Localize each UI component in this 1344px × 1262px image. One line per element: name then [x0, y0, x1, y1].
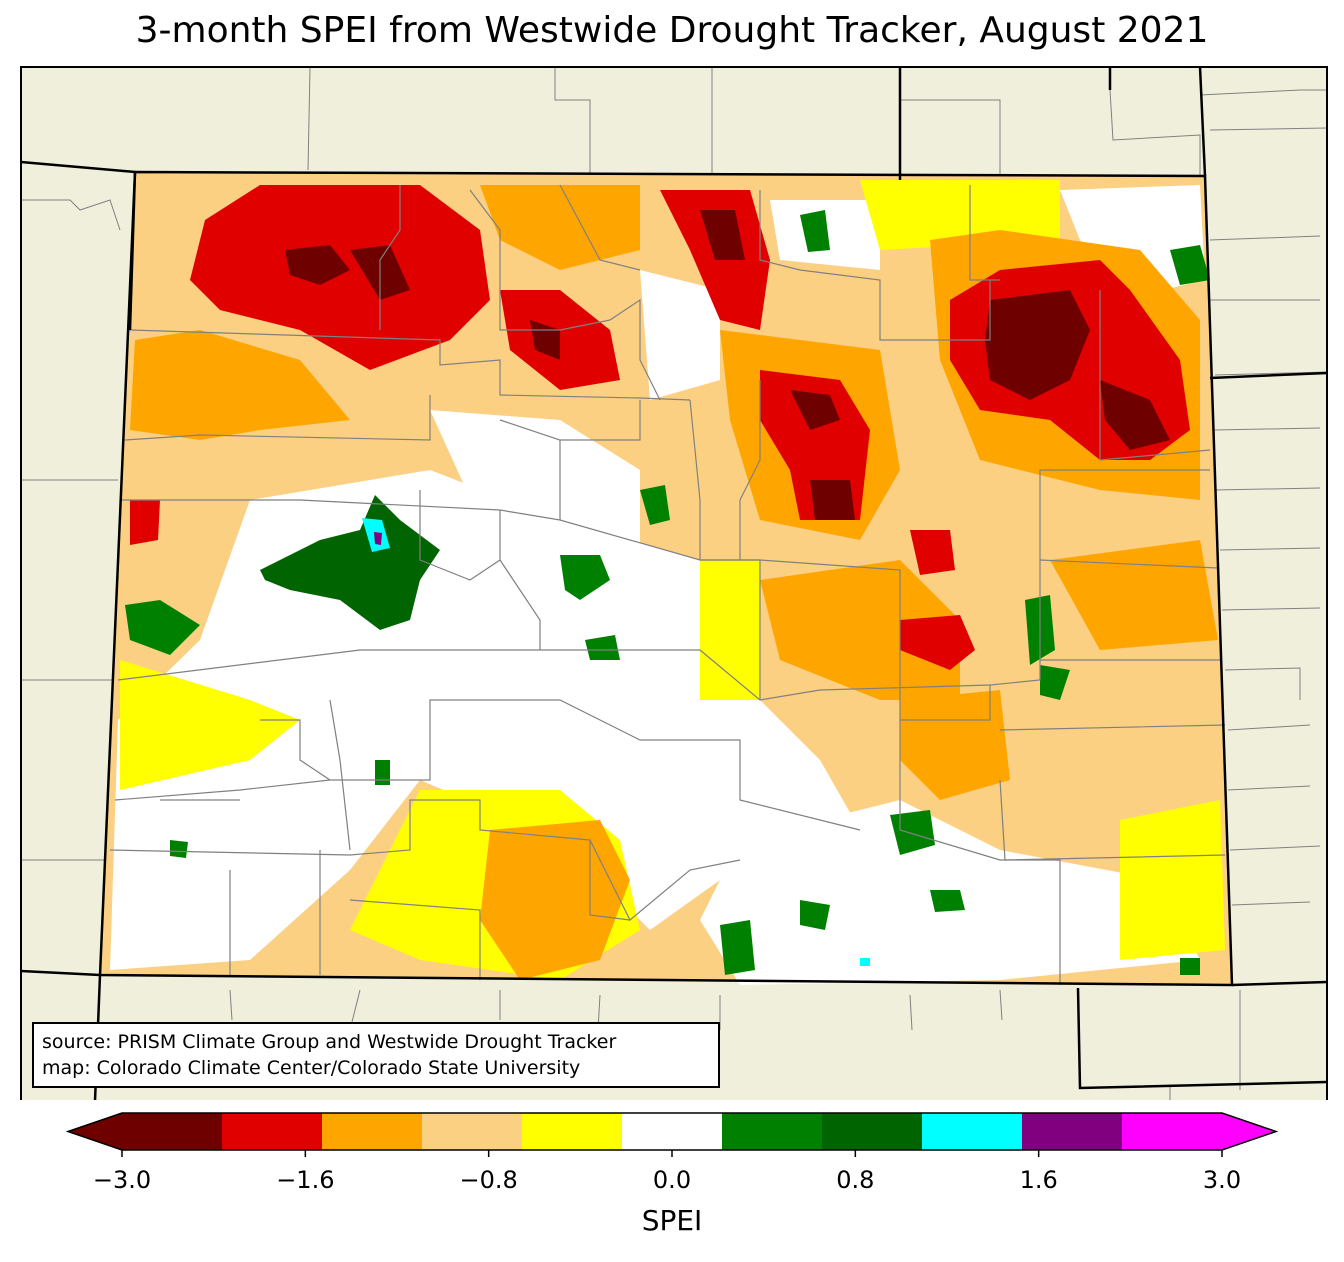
spei-map — [20, 66, 1328, 1100]
colorbar-bin — [922, 1113, 1023, 1150]
colorbar-tick-label: −0.8 — [459, 1166, 518, 1194]
colorbar-tick-label: 3.0 — [1202, 1166, 1242, 1194]
colorbar-bin — [422, 1113, 523, 1150]
state-borders — [20, 66, 1328, 1100]
colorbar — [65, 1112, 1279, 1157]
colorbar-tick-label: 0.8 — [836, 1166, 875, 1194]
colorbar-label: SPEI — [641, 1204, 703, 1237]
map-credit-line: map: Colorado Climate Center/Colorado St… — [42, 1057, 581, 1079]
map-frame — [20, 66, 1328, 1100]
colorbar-bin — [622, 1113, 723, 1150]
source-note: source: PRISM Climate Group and Westwide… — [32, 1022, 720, 1088]
colorbar-bin — [522, 1113, 623, 1150]
source-line: source: PRISM Climate Group and Westwide… — [42, 1031, 617, 1053]
colorbar-bin — [222, 1113, 323, 1150]
colorado-spei-fill — [100, 172, 1232, 985]
map-title: 3-month SPEI from Westwide Drought Track… — [135, 10, 1209, 51]
colorbar-tick-label: −1.6 — [276, 1166, 335, 1194]
neighbor-county-lines — [21, 66, 1328, 1100]
colorbar-bin — [822, 1113, 923, 1150]
colorado-county-lines — [109, 184, 1226, 985]
colorbar-extend-low — [68, 1113, 122, 1150]
colorbar-tick-label: 0.0 — [652, 1166, 692, 1194]
colorbar-bin — [722, 1113, 823, 1150]
colorbar-bin — [322, 1113, 423, 1150]
colorbar-bin — [122, 1113, 223, 1150]
colorbar-bin — [1122, 1113, 1223, 1150]
colorbar-extend-high — [1222, 1113, 1276, 1150]
colorbar-bin — [1022, 1113, 1123, 1150]
colorbar-tick-label: −3.0 — [92, 1166, 152, 1194]
colorbar-tick-label: 1.6 — [1019, 1166, 1058, 1194]
